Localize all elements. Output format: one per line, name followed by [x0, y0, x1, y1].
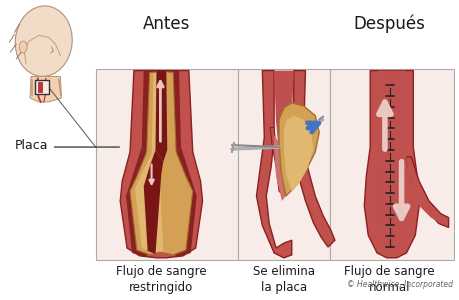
Polygon shape [134, 73, 163, 253]
Polygon shape [166, 147, 196, 257]
Polygon shape [143, 150, 163, 254]
Polygon shape [364, 70, 418, 258]
Polygon shape [404, 157, 448, 227]
Polygon shape [120, 70, 202, 258]
Polygon shape [373, 70, 409, 253]
Polygon shape [130, 72, 192, 255]
Polygon shape [155, 70, 167, 162]
Polygon shape [274, 70, 293, 142]
Text: Después: Después [353, 15, 425, 33]
Text: Se elimina
la placa: Se elimina la placa [252, 265, 314, 294]
Polygon shape [293, 70, 334, 247]
Polygon shape [256, 70, 291, 258]
Bar [35, 80, 49, 94]
Polygon shape [283, 128, 297, 196]
Bar [95, 69, 237, 260]
Bar [237, 69, 329, 260]
Polygon shape [30, 76, 61, 102]
Polygon shape [274, 135, 285, 201]
Polygon shape [401, 157, 440, 224]
Polygon shape [279, 103, 319, 196]
FancyArrowPatch shape [59, 79, 61, 95]
Text: Flujo de sangre
restringido: Flujo de sangre restringido [116, 265, 206, 294]
Text: Flujo de sangre
normal: Flujo de sangre normal [344, 265, 434, 294]
Ellipse shape [15, 6, 72, 76]
Polygon shape [141, 70, 180, 167]
Bar [329, 69, 453, 260]
Bar [38, 82, 42, 92]
Text: Placa: Placa [14, 139, 48, 152]
Text: Antes: Antes [142, 15, 190, 33]
Ellipse shape [19, 41, 27, 53]
Polygon shape [283, 116, 313, 191]
Text: © Healthwise, Incorporated: © Healthwise, Incorporated [346, 280, 452, 289]
Polygon shape [269, 128, 283, 196]
Polygon shape [126, 147, 156, 257]
